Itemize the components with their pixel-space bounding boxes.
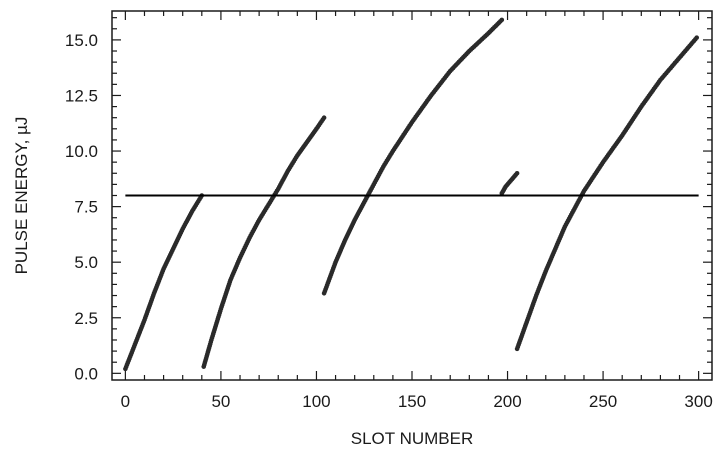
series-5 bbox=[514, 35, 700, 352]
series-1 bbox=[123, 193, 205, 372]
series-2 bbox=[201, 115, 327, 369]
tick-labels: 0 50 100 150 200 250 300 0.0 2.5 5.0 7.5 10.0 12.5 15… bbox=[65, 31, 713, 411]
series-3 bbox=[321, 17, 505, 296]
series-4 bbox=[499, 170, 520, 196]
data-series bbox=[123, 17, 700, 372]
x-axis-title: SLOT NUMBER bbox=[351, 429, 474, 448]
data-point bbox=[514, 170, 520, 176]
x-tick-label: 250 bbox=[589, 392, 617, 411]
y-axis-title: PULSE ENERGY, µJ bbox=[12, 117, 31, 275]
x-tick-label: 100 bbox=[302, 392, 330, 411]
x-tick-label: 150 bbox=[398, 392, 426, 411]
y-tick-label: 2.5 bbox=[74, 309, 98, 328]
x-tick-label: 300 bbox=[684, 392, 712, 411]
x-tick-label: 50 bbox=[211, 392, 230, 411]
x-tick-label: 0 bbox=[121, 392, 130, 411]
data-point bbox=[321, 115, 327, 120]
axis-ticks bbox=[112, 11, 712, 380]
y-tick-label: 15.0 bbox=[65, 31, 98, 50]
plot-frame bbox=[111, 10, 713, 381]
y-tick-label: 5.0 bbox=[74, 253, 98, 272]
y-tick-label: 7.5 bbox=[74, 198, 98, 217]
data-point bbox=[694, 35, 700, 40]
y-tick-label: 0.0 bbox=[74, 364, 98, 383]
x-tick-label: 200 bbox=[493, 392, 521, 411]
data-point bbox=[499, 17, 505, 23]
y-tick-label: 12.5 bbox=[65, 86, 98, 105]
y-tick-label: 10.0 bbox=[65, 142, 98, 161]
